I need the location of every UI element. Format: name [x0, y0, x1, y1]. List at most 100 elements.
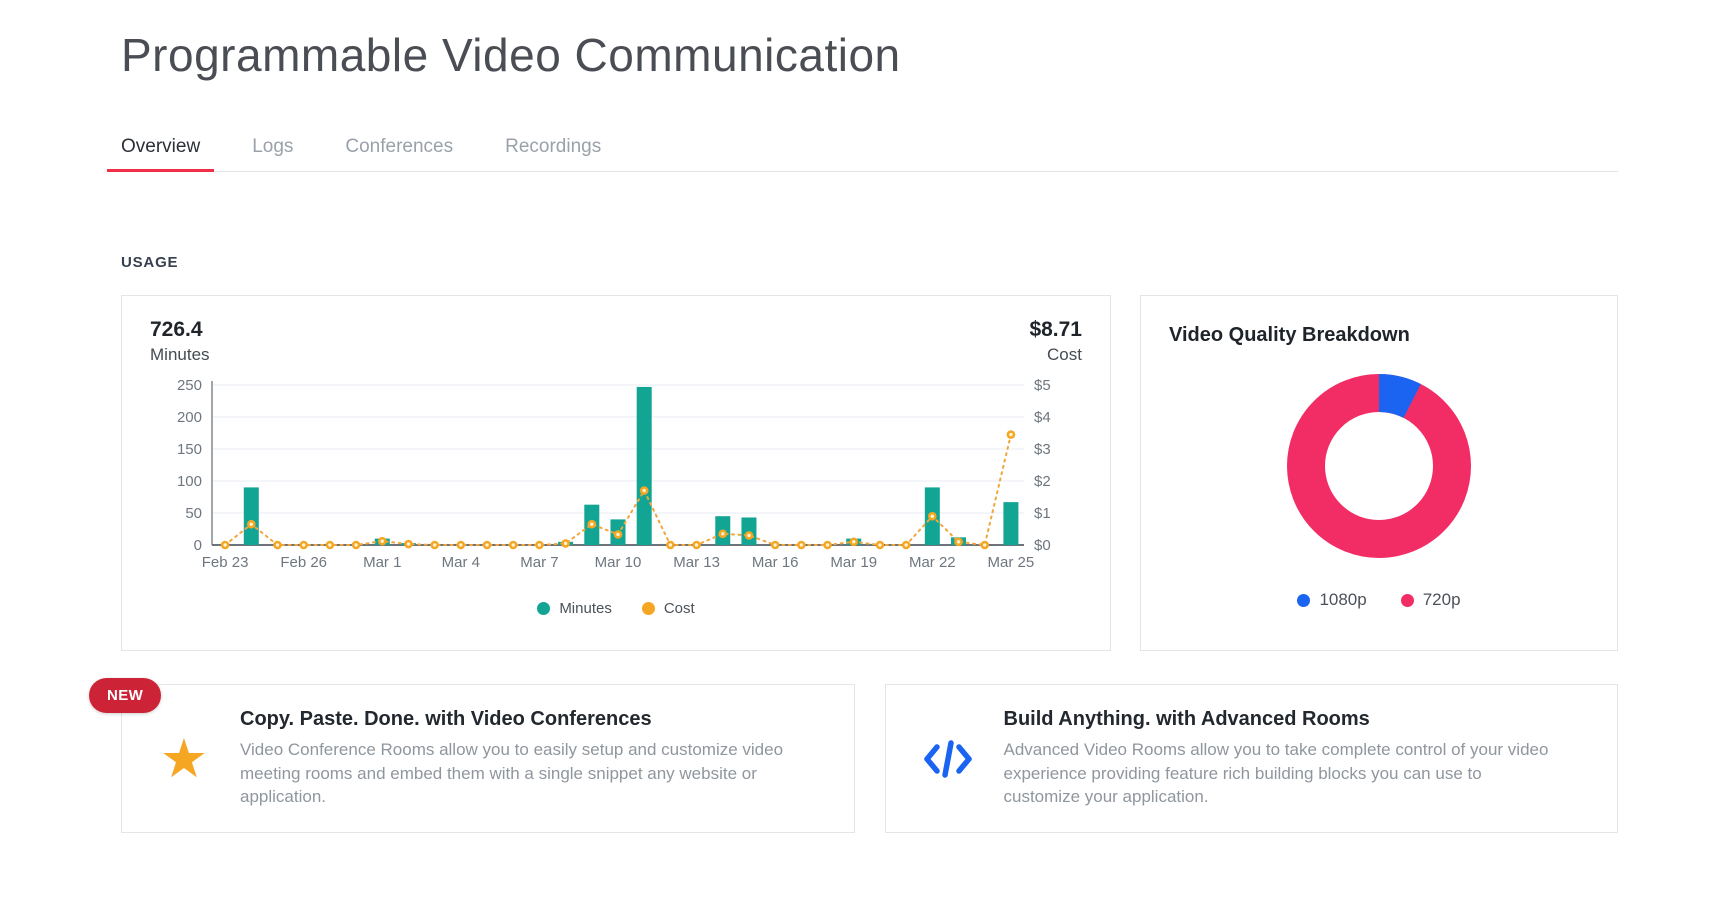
- cost-point-center: [432, 543, 437, 547]
- cost-point-center: [511, 543, 515, 547]
- legend-dot: [641, 602, 655, 615]
- legend-label: 720p: [1422, 590, 1461, 609]
- legend-dot: [537, 602, 551, 615]
- usage-row: 726.4 Minutes $8.71 Cost 0 50 100 150 200 250…: [121, 295, 1618, 651]
- legend-item-cost[interactable]: Cost: [641, 600, 695, 617]
- cost-point-center: [275, 543, 280, 547]
- promo-body: Advanced Video Rooms allow you to take c…: [1003, 739, 1549, 807]
- promo-title: Copy. Paste. Done. with Video Conference…: [240, 707, 652, 730]
- y-tick-label: 200: [177, 409, 202, 426]
- y-tick-label: 150: [177, 441, 202, 458]
- usage-chart-wrap: 0 50 100 150 200 250 $0 $1 $2 $3 $4 $5 Feb 23 Feb 26 M…: [150, 375, 1082, 596]
- cost-point-center: [223, 543, 227, 547]
- cost-point-center: [799, 543, 804, 547]
- code-icon: [920, 738, 976, 780]
- donut-slice-720p: [1287, 374, 1471, 558]
- x-tick-label: Mar 1: [363, 554, 401, 571]
- promo-body: Video Conference Rooms allow you to easi…: [240, 739, 784, 807]
- minutes-metric: 726.4 Minutes: [150, 318, 210, 365]
- y-tick-label: 100: [177, 473, 202, 490]
- cost-point-center: [459, 543, 463, 547]
- cost-point-center: [721, 532, 725, 536]
- x-tick-label: Mar 22: [909, 554, 956, 571]
- cost-point-center: [328, 543, 332, 547]
- y-tick-label-right: $2: [1034, 473, 1051, 490]
- cost-point-center: [983, 543, 987, 547]
- cost-point-center: [537, 543, 542, 547]
- cost-point-center: [668, 543, 673, 547]
- x-tick-label: Mar 7: [520, 554, 558, 571]
- quality-donut-chart: [1287, 374, 1471, 558]
- new-badge: NEW: [89, 678, 162, 713]
- cost-point-center: [747, 533, 751, 538]
- cost-metric: $8.71 Cost: [1029, 318, 1082, 365]
- cost-point-center: [1009, 432, 1013, 437]
- cost-value: $8.71: [1029, 318, 1082, 341]
- cost-point-center: [852, 540, 856, 544]
- cost-point-center: [904, 543, 908, 547]
- y-tick-label: 0: [194, 537, 202, 554]
- x-axis-labels: Feb 23 Feb 26 Mar 1 Mar 4 Mar 7 Mar 10 Mar 13 M…: [202, 554, 1035, 571]
- x-tick-label: Mar 25: [988, 554, 1035, 571]
- y-axis-left: 0 50 100 150 200 250: [177, 377, 202, 554]
- usage-combo-chart: 0 50 100 150 200 250 $0 $1 $2 $3 $4 $5 Feb 23 Feb 26 M…: [177, 377, 1051, 571]
- promo-card-advanced-rooms[interactable]: Build Anything. with Advanced Rooms Adva…: [884, 684, 1618, 833]
- cost-point-center: [694, 543, 699, 547]
- cost-point-center: [956, 540, 961, 544]
- usage-chart-legend: Minutes Cost: [150, 600, 1082, 617]
- tab-overview[interactable]: Overview: [107, 126, 215, 172]
- minutes-label: Minutes: [150, 345, 210, 364]
- cost-point-center: [354, 543, 358, 547]
- y-tick-label-right: $0: [1034, 537, 1051, 554]
- legend-label: 1080p: [1319, 590, 1367, 609]
- cost-point-center: [563, 541, 568, 546]
- x-tick-label: Mar 13: [673, 554, 720, 571]
- quality-legend-item-720p[interactable]: 720p: [1400, 590, 1461, 610]
- gridlines: [212, 384, 1024, 514]
- cost-point-center: [825, 543, 830, 547]
- legend-label: Cost: [663, 600, 695, 617]
- tab-recordings[interactable]: Recordings: [505, 136, 602, 157]
- quality-legend-item-1080p[interactable]: 1080p: [1297, 590, 1367, 610]
- bar-minutes: [636, 386, 652, 545]
- y-tick-label-right: $4: [1034, 409, 1051, 426]
- cost-point-center: [249, 522, 253, 526]
- tab-bar: Overview Logs Conferences Recordings: [107, 126, 1618, 172]
- page-title: Programmable Video Communication: [121, 29, 901, 81]
- promo-text: Build Anything. with Advanced Rooms Adva…: [1004, 708, 1549, 809]
- cost-points: [220, 430, 1016, 550]
- donut-slice-1080p: [1287, 374, 1471, 558]
- bar-minutes: [1003, 502, 1019, 545]
- x-tick-label: Mar 4: [442, 554, 480, 571]
- minutes-value: 726.4: [150, 318, 203, 341]
- legend-label: Minutes: [559, 600, 612, 617]
- x-tick-label: Mar 10: [595, 554, 642, 571]
- cost-point-center: [485, 543, 489, 547]
- quality-card-title: Video Quality Breakdown: [1169, 324, 1410, 346]
- cost-point-center: [930, 514, 935, 518]
- star-icon: ★: [159, 728, 209, 789]
- promo-title: Build Anything. with Advanced Rooms: [1003, 707, 1370, 730]
- cost-point-center: [642, 488, 646, 493]
- donut-wrap: [1274, 361, 1484, 576]
- y-tick-label: 250: [177, 377, 202, 394]
- video-quality-card: Video Quality Breakdown 1080p 720p: [1140, 295, 1618, 651]
- y-tick-label: 50: [185, 505, 202, 522]
- y-tick-label-right: $1: [1034, 505, 1051, 522]
- usage-metrics: 726.4 Minutes $8.71 Cost: [150, 318, 1082, 365]
- bar-minutes: [243, 487, 259, 545]
- cost-point-center: [301, 543, 306, 547]
- x-tick-label: Mar 16: [752, 554, 799, 571]
- minutes-bars: [243, 386, 1019, 545]
- y-tick-label-right: $5: [1034, 377, 1051, 394]
- tab-logs[interactable]: Logs: [252, 136, 294, 157]
- tab-conferences[interactable]: Conferences: [345, 136, 454, 157]
- quality-legend: 1080p 720p: [1297, 590, 1461, 610]
- cost-point-center: [380, 539, 384, 543]
- cost-label: Cost: [1047, 345, 1082, 364]
- y-tick-label-right: $3: [1034, 441, 1051, 458]
- legend-dot: [1400, 593, 1414, 607]
- legend-item-minutes[interactable]: Minutes: [537, 600, 612, 617]
- promo-card-video-conferences[interactable]: NEW ★ Copy. Paste. Done. with Video Conf…: [89, 678, 855, 833]
- x-tick-label: Feb 26: [280, 554, 327, 571]
